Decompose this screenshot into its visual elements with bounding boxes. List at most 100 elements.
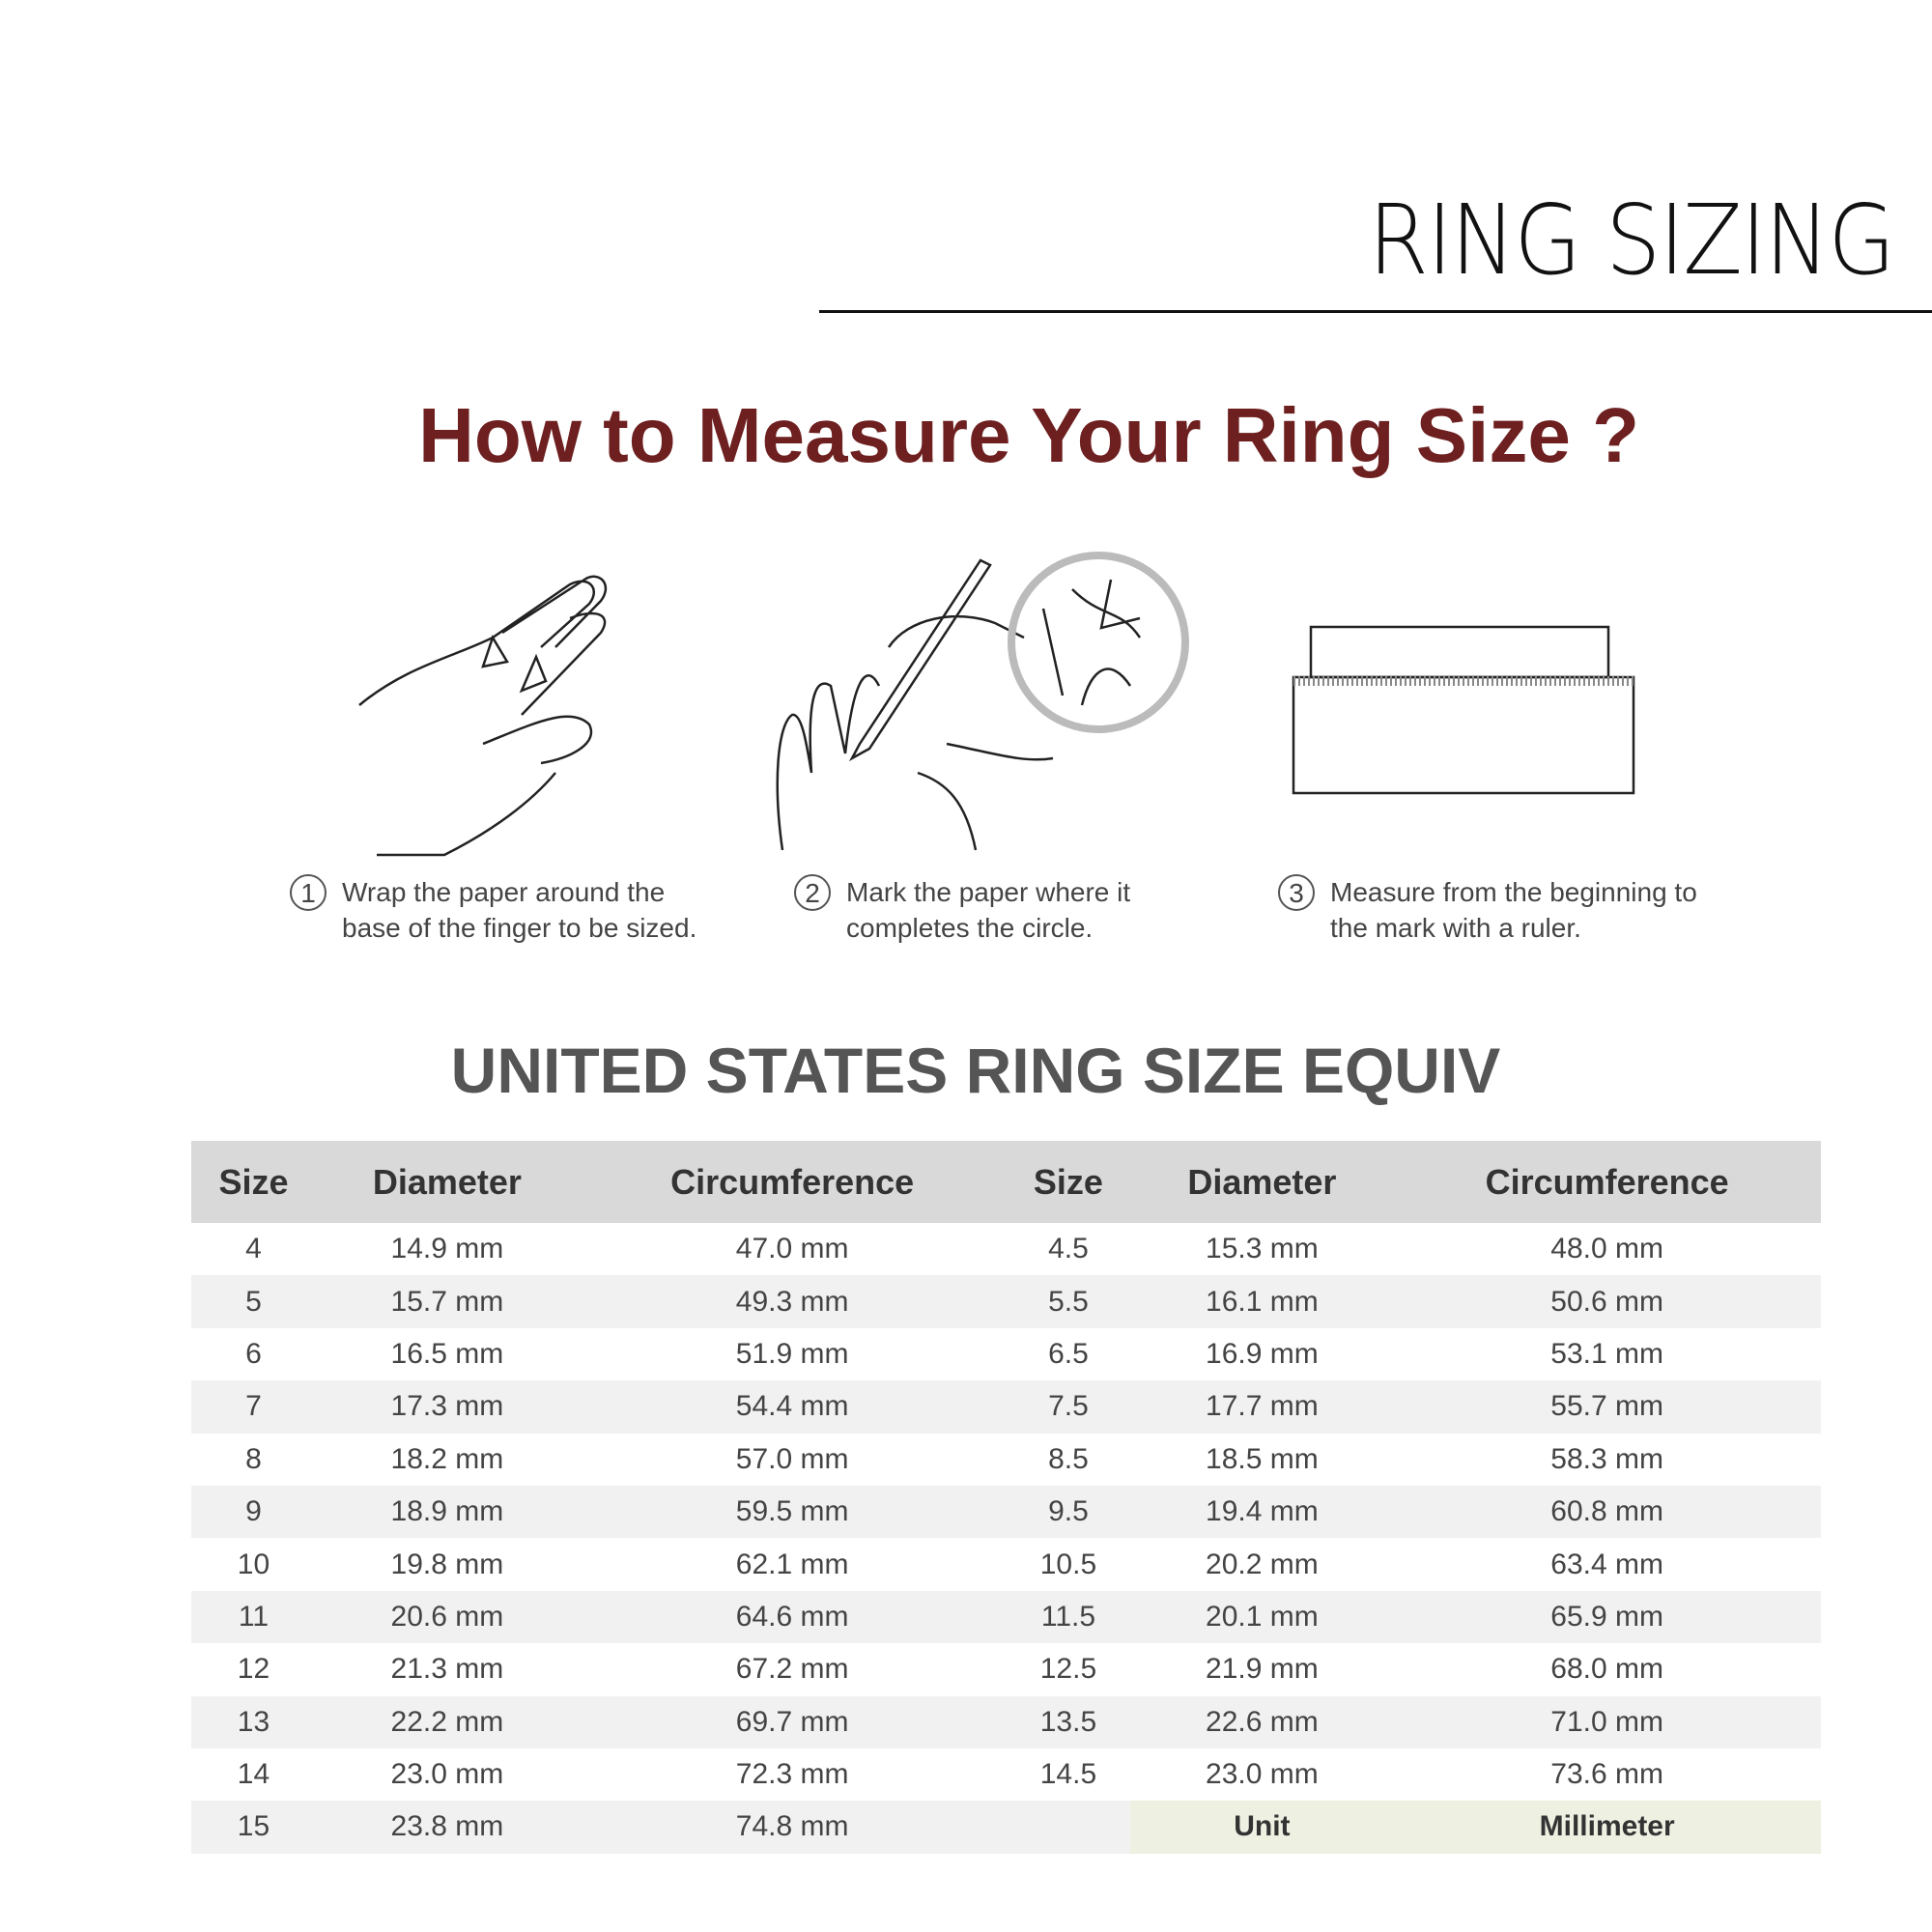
table-row: 12 21.3 mm 67.2 mm 12.5 21.9 mm 68.0 mm: [191, 1643, 1821, 1695]
table-cell: 72.3 mm: [735, 1758, 849, 1791]
column-header: Diameter: [315, 1141, 579, 1223]
table-cell: 69.7 mm: [578, 1695, 1007, 1748]
table-cell: 62.1 mm: [735, 1548, 849, 1580]
table-cell: 23.0 mm: [390, 1758, 504, 1791]
table-cell: 58.3 mm: [1550, 1442, 1664, 1475]
table-cell: 60.8 mm: [1393, 1485, 1821, 1539]
table-cell: 19.4 mm: [1130, 1485, 1394, 1539]
table-cell: 22.2 mm: [315, 1695, 579, 1748]
table-row: 8 18.2 mm 57.0 mm 8.5 18.5 mm 58.3 mm: [191, 1434, 1821, 1486]
table-header-row: Size Diameter Circumference Size Diameter Cir…: [191, 1141, 1821, 1223]
table-cell: 53.1 mm: [1550, 1337, 1664, 1370]
step-text: Measure from the beginning to: [1330, 877, 1697, 907]
table-cell: 15.7 mm: [315, 1275, 579, 1328]
table-cell: 74.8 mm: [578, 1801, 1007, 1854]
table-cell: 8: [245, 1442, 262, 1475]
table-cell: 51.9 mm: [735, 1337, 849, 1370]
table-cell: 67.2 mm: [735, 1653, 849, 1686]
table-cell: 73.6 mm: [1550, 1758, 1664, 1791]
ring-size-table: Size Diameter Circumference Size Diameter Cir…: [191, 1141, 1821, 1854]
table-cell: 48.0 mm: [1550, 1233, 1664, 1265]
table-row: 13 22.2 mm 69.7 mm 13.5 22.6 mm 71.0 mm: [191, 1695, 1821, 1748]
table-cell: 5.5: [1006, 1275, 1131, 1328]
table-cell: 49.3 mm: [578, 1275, 1007, 1328]
table-cell: 17.7 mm: [1130, 1380, 1394, 1434]
table-row: 14 23.0 mm 72.3 mm 14.5 23.0 mm 73.6 mm: [191, 1748, 1821, 1801]
table-cell: 13.5: [1006, 1695, 1131, 1748]
table-cell: 23.8 mm: [315, 1801, 579, 1854]
divider: [819, 310, 1932, 313]
table-cell: 50.6 mm: [1393, 1275, 1821, 1328]
table-cell: 16.1 mm: [1130, 1275, 1394, 1328]
step-number-icon: 3: [1278, 874, 1315, 911]
step-text: completes the circle.: [846, 913, 1094, 943]
table-cell: 18.5 mm: [1206, 1442, 1319, 1475]
table-cell: 17.3 mm: [315, 1380, 579, 1434]
table-row: 5 15.7 mm 49.3 mm 5.5 16.1 mm 50.6 mm: [191, 1275, 1821, 1328]
table-cell: 23.0 mm: [1206, 1758, 1319, 1791]
table-cell: 4: [245, 1233, 262, 1265]
table-cell: 10.5: [1039, 1548, 1097, 1580]
table-cell: 5: [191, 1275, 316, 1328]
howto-heading: How to Measure Your Ring Size ?: [418, 392, 1639, 478]
table-cell: 6.5: [1048, 1337, 1089, 1370]
table-cell: 12.5: [1039, 1653, 1097, 1686]
table-cell: 16.5 mm: [390, 1337, 504, 1370]
table-title: UNITED STATES RING SIZE EQUIV: [450, 1035, 1501, 1106]
table-cell: Unit: [1130, 1801, 1394, 1854]
table-cell: 15.3 mm: [1206, 1233, 1319, 1265]
table-cell: [1006, 1801, 1131, 1854]
table-cell: 65.9 mm: [1393, 1590, 1821, 1644]
table-cell: 6: [245, 1337, 262, 1370]
table-cell: 8.5: [1048, 1442, 1089, 1475]
table-row: 15 23.8 mm 74.8 mm Unit Millimeter: [191, 1801, 1821, 1854]
step-number-icon: 1: [290, 874, 327, 911]
table-cell: 12: [237, 1653, 270, 1686]
table-cell: 10: [237, 1548, 270, 1580]
table-cell: 20.1 mm: [1130, 1590, 1394, 1644]
column-header: Diameter: [1130, 1141, 1394, 1223]
table-cell: 68.0 mm: [1550, 1653, 1664, 1686]
column-header: Circumference: [1393, 1141, 1821, 1223]
step-1: 1 Wrap the paper around the base of the f…: [290, 874, 696, 946]
table-cell: 21.3 mm: [390, 1653, 504, 1686]
table-cell: 21.9 mm: [1206, 1653, 1319, 1686]
table-cell: 20.6 mm: [315, 1590, 579, 1644]
table-cell: 20.2 mm: [1206, 1548, 1319, 1580]
ruler-illustration: [1292, 625, 1635, 795]
column-header: Circumference: [578, 1141, 1007, 1223]
table-cell: 19.8 mm: [390, 1548, 504, 1580]
step-text: Wrap the paper around the: [342, 877, 666, 907]
table-cell: 18.9 mm: [315, 1485, 579, 1539]
step-2: 2 Mark the paper where it completes the c…: [794, 874, 1130, 946]
table-cell: 7.5: [1006, 1380, 1131, 1434]
column-header: Size: [1006, 1141, 1131, 1223]
table-cell: 59.5 mm: [578, 1485, 1007, 1539]
hand-mark-illustration: [776, 552, 1189, 851]
table-cell: 15: [191, 1801, 316, 1854]
table-cell: 11: [191, 1590, 316, 1644]
table-cell: 16.9 mm: [1206, 1337, 1319, 1370]
step-text: the mark with a ruler.: [1330, 913, 1581, 943]
column-header: Size: [191, 1141, 316, 1223]
table-cell: 57.0 mm: [735, 1442, 849, 1475]
table-cell: 14: [237, 1758, 270, 1791]
table-row: 6 16.5 mm 51.9 mm 6.5 16.9 mm 53.1 mm: [191, 1328, 1821, 1380]
step-number-icon: 2: [794, 874, 831, 911]
table-cell: 63.4 mm: [1550, 1548, 1664, 1580]
step-3: 3 Measure from the beginning to the mark …: [1278, 874, 1697, 946]
table-cell: 18.2 mm: [390, 1442, 504, 1475]
table-cell: 22.6 mm: [1130, 1695, 1394, 1748]
table-row: 11 20.6 mm 64.6 mm 11.5 20.1 mm 65.9 mm: [191, 1590, 1821, 1644]
table-cell: 71.0 mm: [1393, 1695, 1821, 1748]
brand-title: RING SIZING: [1368, 184, 1895, 297]
table-row: 7 17.3 mm 54.4 mm 7.5 17.7 mm 55.7 mm: [191, 1380, 1821, 1434]
table-row: 4 14.9 mm 47.0 mm 4.5 15.3 mm 48.0 mm: [191, 1223, 1821, 1275]
table-cell: 11.5: [1006, 1590, 1131, 1644]
table-cell: 14.5: [1039, 1758, 1097, 1791]
hand-wrap-illustration: [358, 575, 608, 857]
table-cell: 4.5: [1048, 1233, 1089, 1265]
table-row: 10 19.8 mm 62.1 mm 10.5 20.2 mm 63.4 mm: [191, 1538, 1821, 1590]
table-cell: 9: [191, 1485, 316, 1539]
table-row: 9 18.9 mm 59.5 mm 9.5 19.4 mm 60.8 mm: [191, 1485, 1821, 1539]
